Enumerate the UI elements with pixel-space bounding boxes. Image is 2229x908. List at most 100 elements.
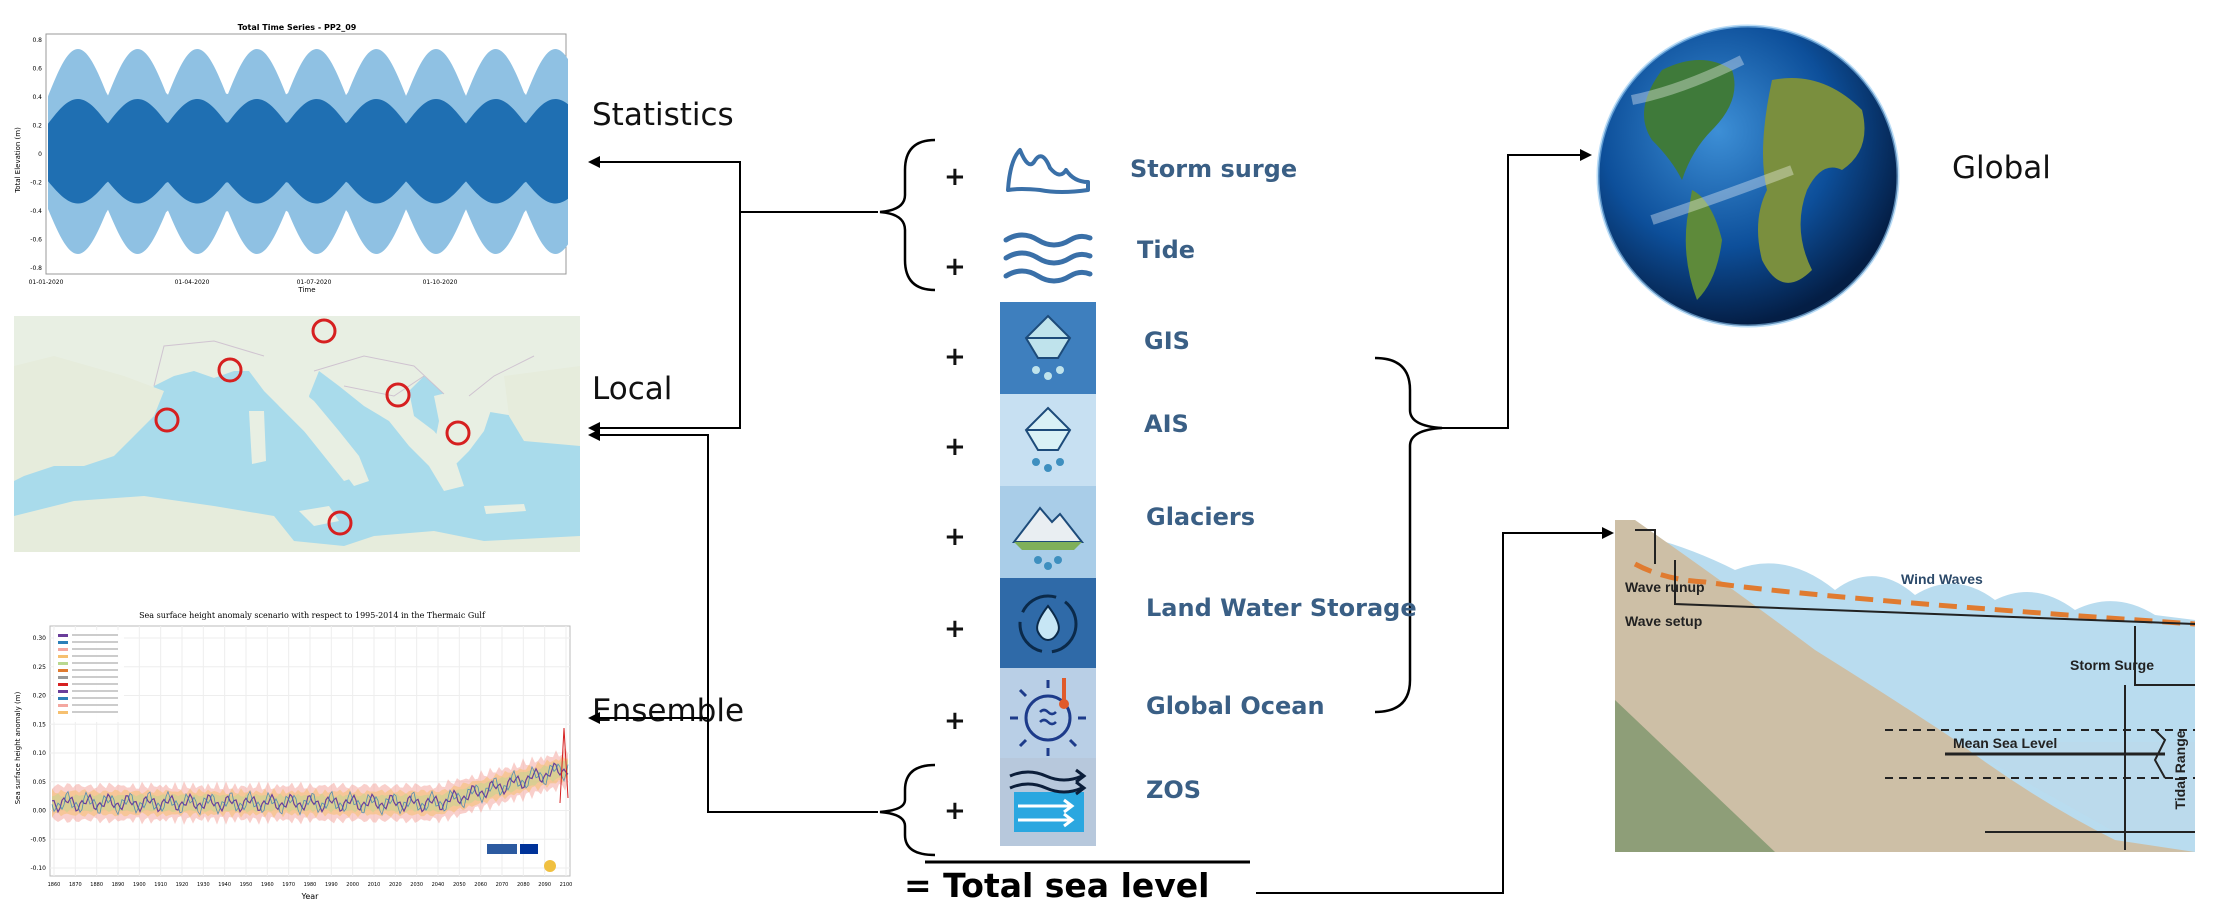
mediterranean-map: [14, 316, 580, 552]
ens-legend-swatch: [58, 634, 68, 637]
coastal-storm-surge: Storm Surge: [2070, 657, 2154, 673]
plus-tide: +: [944, 252, 966, 282]
ens-ytick: 0.25: [33, 664, 47, 671]
ens-legend-text-placeholder: [72, 711, 118, 713]
iceberg-melt-icon: [1000, 302, 1096, 394]
plus-storm-surge: +: [944, 162, 966, 192]
arrow-to-statistics: [588, 156, 878, 213]
ens-legend-text-placeholder: [72, 634, 118, 636]
ens-ytick: 0.30: [33, 635, 47, 642]
ts-xtick: 01-04-2020: [175, 279, 210, 286]
ens-xtick: 2000: [346, 882, 359, 888]
plus-gis: +: [944, 342, 966, 372]
tide-waves-icon: [1000, 228, 1096, 288]
plus-global-ocean: +: [944, 706, 966, 736]
ens-xtick: 2030: [410, 882, 423, 888]
ens-legend-text-placeholder: [72, 676, 118, 678]
timeseries-chart: Total Time Series - PP2_09 Total Elevati…: [14, 23, 568, 294]
label-statistics: Statistics: [592, 97, 734, 133]
ens-xtick: 2100: [560, 882, 573, 888]
ts-ytick: -0.8: [30, 265, 42, 272]
water-cycle-icon: [1000, 578, 1096, 670]
ts-xtick: 01-10-2020: [423, 279, 458, 286]
ocean-thermometer-icon: [1000, 668, 1096, 760]
ens-legend-swatch: [58, 655, 68, 658]
ens-ytick: -0.05: [30, 836, 46, 843]
ens-legend-swatch: [58, 676, 68, 679]
ens-xtick: 2080: [517, 882, 530, 888]
ens-legend-text-placeholder: [72, 648, 118, 650]
ens-legend-text-placeholder: [72, 655, 118, 657]
plus-ais: +: [944, 432, 966, 462]
ens-legend-text-placeholder: [72, 662, 118, 664]
ens-legend-swatch: [58, 669, 68, 672]
total-sea-level-label: = Total sea level: [904, 866, 1210, 905]
ens-ytick: 0.20: [33, 693, 47, 700]
ensemble-chart: Sea surface height anomaly scenario with…: [14, 611, 573, 901]
ts-ytick: 0.2: [32, 123, 42, 130]
ens-legend-text-placeholder: [72, 683, 118, 685]
ens-xtick: 1990: [325, 882, 338, 888]
ts-ytick: 0.6: [32, 66, 42, 73]
ens-xtick: 2040: [432, 882, 445, 888]
component-label-global-ocean: Global Ocean: [1146, 692, 1325, 720]
iceberg-melt-icon-ais: [1000, 394, 1096, 486]
ens-xtick: 2010: [368, 882, 381, 888]
ts-ytick: 0.8: [32, 37, 42, 44]
brace-land-ice-ocean: [1374, 356, 1443, 714]
ens-xtick: 1970: [282, 882, 295, 888]
glacier-mountain-icon: [1000, 486, 1096, 578]
component-label-zos: ZOS: [1146, 776, 1202, 804]
plus-glaciers: +: [944, 522, 966, 552]
ens-legend-swatch: [58, 648, 68, 651]
component-label-storm-surge: Storm surge: [1130, 155, 1298, 183]
coastal-tidal-range: Tidal Range: [2172, 730, 2188, 809]
ens-xtick: 1980: [304, 882, 317, 888]
ens-legend-swatch: [58, 690, 68, 693]
ensemble-panel: Sea surface height anomaly scenario with…: [12, 608, 582, 903]
ts-xtick: 01-07-2020: [297, 279, 332, 286]
ens-ytick: 0.10: [33, 750, 47, 757]
ens-legend-swatch: [58, 683, 68, 686]
component-label-tide: Tide: [1137, 236, 1196, 264]
logo-sun: [544, 860, 556, 872]
ens-xtick: 1920: [176, 882, 189, 888]
ens-xtick: 1940: [218, 882, 231, 888]
ts-ytick: -0.6: [30, 237, 42, 244]
coastal-mean-sea-level: Mean Sea Level: [1953, 735, 2057, 751]
component-label-ais: AIS: [1144, 410, 1189, 438]
map-marker-trieste: [311, 318, 337, 344]
coastal-wind-waves: Wind Waves: [1901, 571, 1983, 587]
plus-land-water: +: [944, 614, 966, 644]
coastal-wave-runup: Wave runup: [1625, 579, 1705, 595]
ens-legend-text-placeholder: [72, 704, 118, 706]
ens-xtick: 2050: [453, 882, 466, 888]
ens-xtick: 2060: [474, 882, 487, 888]
timeseries-panel: Total Time Series - PP2_09 Total Elevati…: [12, 20, 572, 295]
ens-ytick: 0.00: [33, 808, 47, 815]
ens-xtick: 1880: [90, 882, 103, 888]
map-marker-genoa: [217, 357, 243, 383]
component-label-land-water: Land Water Storage: [1146, 594, 1417, 622]
ens-legend-text-placeholder: [72, 690, 118, 692]
ens-xtick: 2020: [389, 882, 402, 888]
ts-ytick: -0.4: [30, 208, 42, 215]
ens-legend-swatch: [58, 697, 68, 700]
ens-ytick: 0.05: [33, 779, 47, 786]
ts-xtick: 01-01-2020: [29, 279, 64, 286]
ts-ytick: 0: [38, 151, 42, 158]
ens-xtick: 1960: [261, 882, 274, 888]
ens-legend-swatch: [58, 641, 68, 644]
ens-legend-text-placeholder: [72, 641, 118, 643]
timeseries-dark-band: [48, 99, 568, 204]
label-local: Local: [592, 371, 673, 407]
ens-xtick: 1860: [48, 882, 61, 888]
map-marker-thermaic: [445, 420, 471, 446]
ensemble-legend: [54, 630, 124, 722]
ens-xtick: 1870: [69, 882, 82, 888]
ens-xtick: 1900: [133, 882, 146, 888]
storm-surge-wave-icon: [1000, 140, 1096, 200]
logo-eu-flag: [520, 844, 538, 854]
current-arrows-icon: [1000, 758, 1096, 846]
map-panel: [14, 316, 580, 552]
